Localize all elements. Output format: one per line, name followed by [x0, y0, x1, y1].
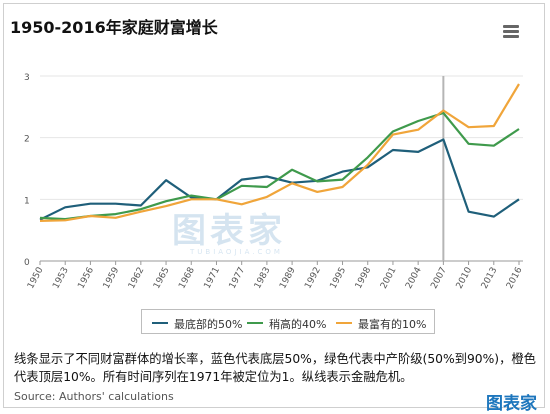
- legend-label: 最底部的50%: [174, 316, 242, 332]
- x-tick-label: 1977: [228, 266, 248, 291]
- legend-label: 最富有的10%: [358, 316, 426, 332]
- x-tick-label: 1983: [253, 266, 273, 291]
- x-tick-label: 1995: [329, 266, 349, 291]
- x-tick-label: 2004: [404, 265, 424, 290]
- x-tick-label: 2001: [379, 266, 399, 291]
- x-tick-label: 1953: [51, 266, 71, 291]
- y-tick-label: 2: [24, 135, 30, 145]
- x-tick-label: 2007: [429, 266, 449, 291]
- brand-logo: 图表家: [486, 389, 537, 414]
- x-tick-label: 1968: [177, 265, 197, 290]
- x-tick-label: 1959: [102, 265, 122, 290]
- x-tick-label: 2010: [455, 265, 475, 290]
- legend-label: 稍高的40%: [269, 316, 326, 332]
- legend-swatch: [247, 322, 263, 324]
- x-tick-label: 1992: [303, 266, 323, 291]
- source-note: Source: Authors' calculations: [14, 390, 174, 403]
- x-tick-label: 1989: [278, 265, 298, 290]
- x-tick-label: 1956: [76, 265, 96, 290]
- x-tick-label: 1998: [354, 265, 374, 290]
- x-tick-label: 2013: [480, 266, 500, 291]
- y-tick-label: 0: [24, 258, 30, 268]
- legend: 最底部的50% 稍高的40% 最富有的10%: [141, 309, 435, 334]
- y-tick-label: 1: [24, 196, 30, 206]
- y-tick-label: 3: [24, 73, 30, 83]
- x-tick-label: 2016: [505, 265, 525, 290]
- x-tick-label: 1971: [203, 266, 223, 291]
- x-tick-label: 1950: [26, 265, 46, 290]
- x-tick-label: 1965: [152, 266, 172, 291]
- legend-swatch: [152, 322, 168, 324]
- x-tick-label: 1962: [127, 266, 147, 291]
- legend-swatch: [336, 322, 352, 324]
- chart-caption: 线条显示了不同财富群体的增长率，蓝色代表底层50%，绿色代表中产阶级(50%到9…: [14, 350, 539, 386]
